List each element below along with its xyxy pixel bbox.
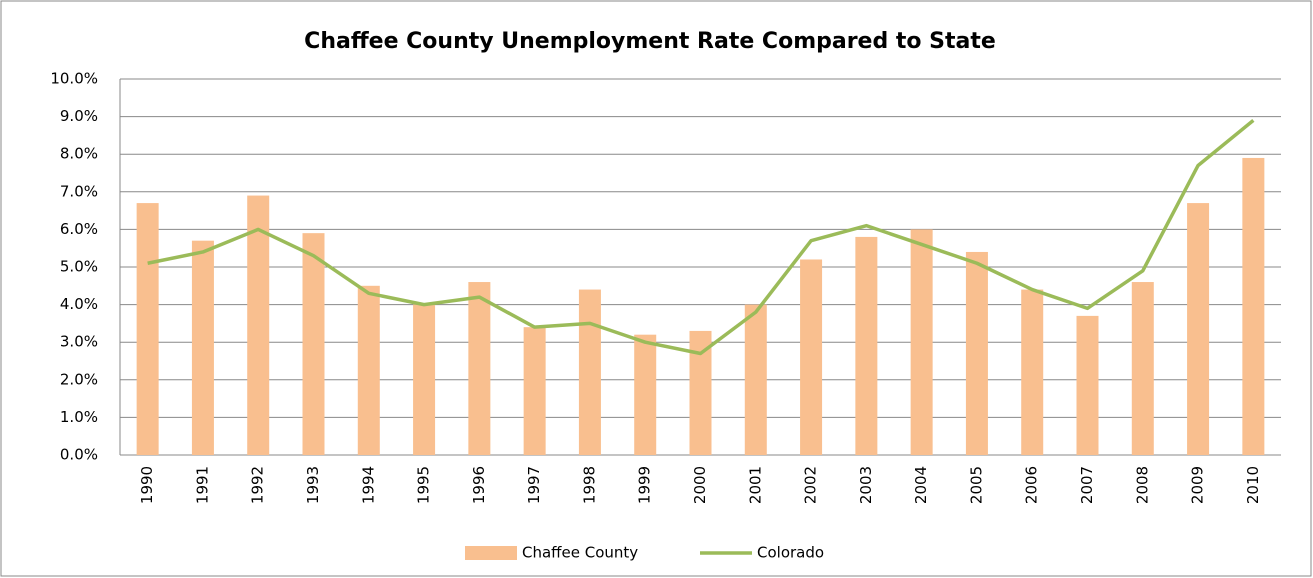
bar (468, 282, 491, 455)
y-tick-label: 0.0% (60, 446, 98, 464)
y-tick-label: 9.0% (60, 107, 98, 125)
bar (800, 259, 823, 455)
bar (1076, 315, 1099, 455)
x-tick-label: 2002 (802, 466, 820, 504)
x-tick-label: 2005 (967, 466, 985, 504)
y-tick-label: 2.0% (60, 370, 98, 388)
bar (247, 195, 270, 455)
x-tick-label: 2008 (1133, 466, 1151, 504)
bar (136, 203, 159, 455)
y-tick-label: 3.0% (60, 333, 98, 351)
legend-label: Chaffee County (522, 544, 638, 562)
x-tick-label: 1996 (470, 466, 488, 504)
y-tick-label: 8.0% (60, 145, 98, 163)
x-tick-label: 1993 (304, 466, 322, 504)
line (147, 119, 1255, 356)
bar (910, 229, 933, 455)
bar (965, 251, 988, 455)
bar (1131, 282, 1154, 455)
legend-swatch (465, 546, 517, 560)
bar (744, 304, 767, 455)
legend-label: Colorado (757, 544, 824, 562)
bar (1242, 157, 1265, 455)
x-tick-label: 1997 (525, 466, 543, 504)
x-tick-label: 1994 (359, 466, 377, 504)
chart-title: Chaffee County Unemployment Rate Compare… (304, 29, 996, 54)
bar (413, 304, 436, 455)
x-tick-label: 1990 (138, 466, 156, 504)
bar (1021, 289, 1044, 455)
x-tick-label: 2001 (746, 466, 764, 504)
bar (1187, 203, 1210, 455)
y-tick-label: 4.0% (60, 295, 98, 313)
x-tick-label: 1992 (249, 466, 267, 504)
x-tick-label: 2010 (1244, 466, 1262, 504)
bar (191, 240, 214, 455)
bar (689, 330, 712, 455)
x-tick-label: 2004 (912, 466, 930, 504)
bar (302, 233, 325, 455)
y-tick-label: 7.0% (60, 182, 98, 200)
bar (357, 285, 380, 455)
x-tick-label: 2007 (1078, 466, 1096, 504)
x-tick-label: 2000 (691, 466, 709, 504)
x-tick-label: 1998 (580, 466, 598, 504)
y-tick-label: 1.0% (60, 408, 98, 426)
y-tick-label: 5.0% (60, 258, 98, 276)
x-tick-label: 1991 (193, 466, 211, 504)
bar (855, 236, 878, 455)
x-tick-label: 1995 (415, 466, 433, 504)
x-tick-label: 2003 (857, 466, 875, 504)
y-tick-label: 10.0% (50, 70, 98, 88)
bar (523, 327, 546, 455)
y-tick-label: 6.0% (60, 220, 98, 238)
x-tick-label: 2009 (1189, 466, 1207, 504)
x-tick-label: 1999 (636, 466, 654, 504)
bar (578, 289, 601, 455)
bar (634, 334, 657, 455)
x-tick-label: 2006 (1023, 466, 1041, 504)
